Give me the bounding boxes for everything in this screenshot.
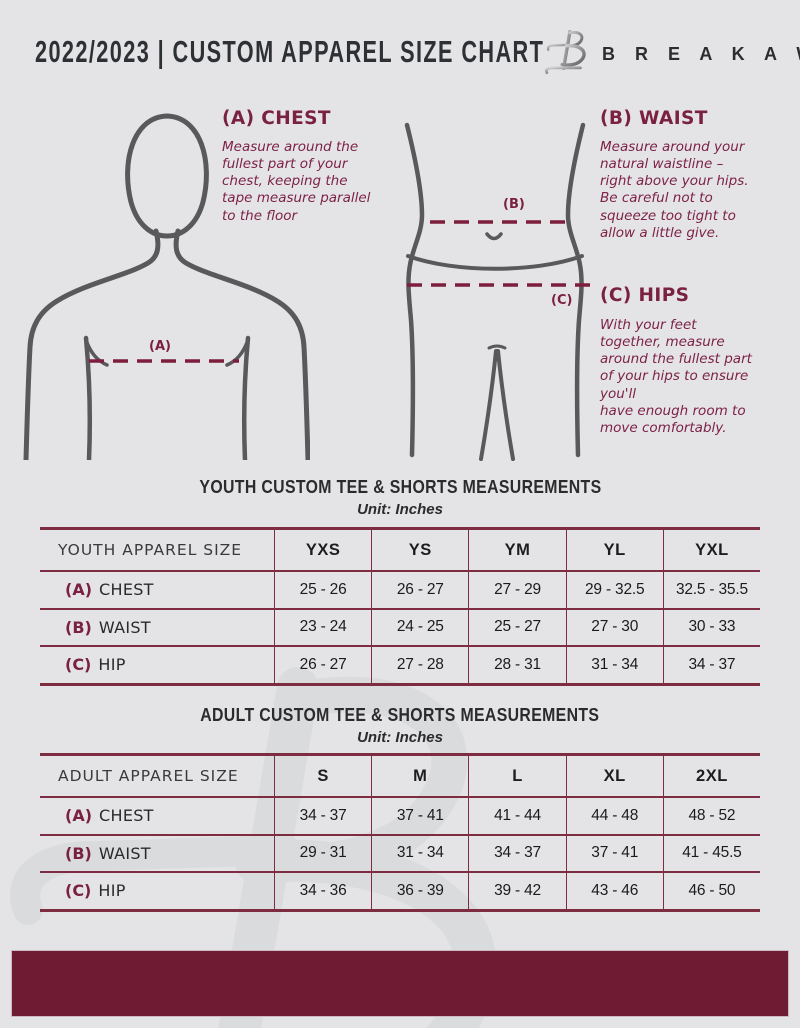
row-prefix: (C) — [65, 881, 92, 901]
size-label-cell: YS — [371, 530, 468, 570]
waist-description: Measure around your natural waistline – … — [600, 139, 749, 241]
measurement-value-cell: 25 - 26 — [274, 572, 371, 608]
breakaway-logo-icon — [544, 30, 586, 75]
row-label: HIP — [98, 655, 126, 675]
row-prefix: (A) — [65, 580, 93, 600]
row-label: WAIST — [98, 843, 151, 863]
row-label: HIP — [98, 881, 126, 901]
measurement-value-cell: 44 - 48 — [565, 798, 663, 834]
chest-heading: (A) CHEST — [222, 108, 331, 129]
row-header: (C) HIP — [40, 873, 274, 909]
measurement-value-cell: 26 - 27 — [274, 647, 371, 683]
adult-waist-row: (B) WAIST 29 - 31 31 - 34 34 - 37 37 - 4… — [40, 835, 760, 873]
measurement-value-cell: 32.5 - 35.5 — [662, 572, 760, 608]
size-label-cell: YM — [468, 530, 565, 570]
measurement-value-cell: 48 - 52 — [662, 798, 760, 834]
chest-figure-illustration — [23, 113, 310, 460]
size-label-cell: S — [274, 756, 371, 796]
size-label-cell: XL — [565, 756, 663, 796]
measurement-value-cell: 37 - 41 — [371, 798, 468, 834]
adult-table-unit: Unit: Inches — [357, 729, 443, 746]
adult-hip-row: (C) HIP 34 - 36 36 - 39 39 - 42 43 - 46 … — [40, 873, 760, 912]
row-header: (C) HIP — [40, 647, 274, 683]
youth-table-unit: Unit: Inches — [357, 501, 443, 518]
size-label-cell: M — [371, 756, 468, 796]
measurement-value-cell: 31 - 34 — [371, 835, 468, 871]
row-prefix: (B) — [65, 617, 92, 637]
youth-table-header-row: YOUTH APPAREL SIZE YXS YS YM YL YXL — [40, 530, 760, 572]
row-header: (B) WAIST — [40, 836, 274, 872]
adult-chest-row: (A) CHEST 34 - 37 37 - 41 41 - 44 44 - 4… — [40, 798, 760, 836]
row-label: WAIST — [98, 617, 151, 637]
measurement-value-cell: 27 - 30 — [565, 609, 663, 645]
waist-hips-figure-illustration — [404, 122, 591, 461]
measurement-value-cell: 31 - 34 — [565, 647, 663, 683]
row-header: (A) CHEST — [40, 798, 274, 834]
row-header: (B) WAIST — [40, 610, 274, 646]
measurement-value-cell: 27 - 29 — [468, 572, 565, 608]
page-title: 2022/2023 | CUSTOM APPAREL SIZE CHART — [35, 34, 545, 69]
youth-hip-row: (C) HIP 26 - 27 27 - 28 28 - 31 31 - 34 … — [40, 647, 760, 686]
row-label: CHEST — [99, 580, 154, 600]
measurement-value-cell: 34 - 37 — [662, 647, 760, 683]
measurement-value-cell: 37 - 41 — [565, 835, 663, 871]
row-prefix: (B) — [65, 843, 92, 863]
adult-table-title: ADULT CUSTOM TEE & SHORTS MEASUREMENTS — [200, 705, 600, 725]
measurement-value-cell: 26 - 27 — [371, 572, 468, 608]
hips-description: With your feet together, measure around … — [600, 317, 752, 436]
row-prefix: (C) — [65, 655, 92, 675]
measurement-value-cell: 24 - 25 — [371, 609, 468, 645]
youth-size-column-header: YOUTH APPAREL SIZE — [58, 541, 243, 559]
measurement-value-cell: 46 - 50 — [662, 873, 760, 909]
measurement-value-cell: 34 - 37 — [274, 798, 371, 834]
measurement-value-cell: 23 - 24 — [274, 609, 371, 645]
size-label-cell: YL — [565, 530, 663, 570]
size-label-cell: 2XL — [662, 756, 760, 796]
size-label-cell: YXS — [274, 530, 371, 570]
size-label-cell: YXL — [662, 530, 760, 570]
measurement-value-cell: 30 - 33 — [662, 609, 760, 645]
adult-table-header-row: ADULT APPAREL SIZE S M L XL 2XL — [40, 756, 760, 798]
measurement-value-cell: 28 - 31 — [468, 647, 565, 683]
waist-marker-label: (B) — [503, 197, 525, 212]
measurement-value-cell: 34 - 36 — [274, 873, 371, 909]
measurement-value-cell: 29 - 31 — [274, 835, 371, 871]
youth-table-title: YOUTH CUSTOM TEE & SHORTS MEASUREMENTS — [198, 477, 602, 497]
row-label: CHEST — [99, 806, 154, 826]
measurement-value-cell: 36 - 39 — [371, 873, 468, 909]
measurement-value-cell: 34 - 37 — [468, 835, 565, 871]
measurement-value-cell: 29 - 32.5 — [565, 572, 663, 608]
measurement-value-cell: 27 - 28 — [371, 647, 468, 683]
youth-waist-row: (B) WAIST 23 - 24 24 - 25 25 - 27 27 - 3… — [40, 609, 760, 647]
youth-size-table: YOUTH APPAREL SIZE YXS YS YM YL YXL (A) … — [40, 527, 760, 686]
waist-heading: (B) WAIST — [600, 108, 708, 129]
youth-chest-row: (A) CHEST 25 - 26 26 - 27 27 - 29 29 - 3… — [40, 572, 760, 610]
size-label-cell: L — [468, 756, 565, 796]
measurement-value-cell: 41 - 44 — [468, 798, 565, 834]
hips-marker-label: (C) — [551, 293, 573, 308]
measurement-value-cell: 39 - 42 — [468, 873, 565, 909]
measurement-value-cell: 25 - 27 — [468, 609, 565, 645]
measurement-value-cell: 41 - 45.5 — [662, 835, 760, 871]
adult-size-table: ADULT APPAREL SIZE S M L XL 2XL (A) CHES… — [40, 753, 760, 912]
chest-description: Measure around the fullest part of your … — [222, 139, 371, 224]
measurement-value-cell: 43 - 46 — [565, 873, 663, 909]
adult-size-column-header: ADULT APPAREL SIZE — [58, 767, 239, 785]
row-header: (A) CHEST — [40, 572, 274, 608]
footer-bar — [12, 951, 788, 1016]
chest-marker-label: (A) — [149, 339, 171, 354]
row-prefix: (A) — [65, 806, 93, 826]
brand-name: B R E A K A W A Y — [602, 44, 800, 64]
hips-heading: (C) HIPS — [600, 285, 690, 306]
